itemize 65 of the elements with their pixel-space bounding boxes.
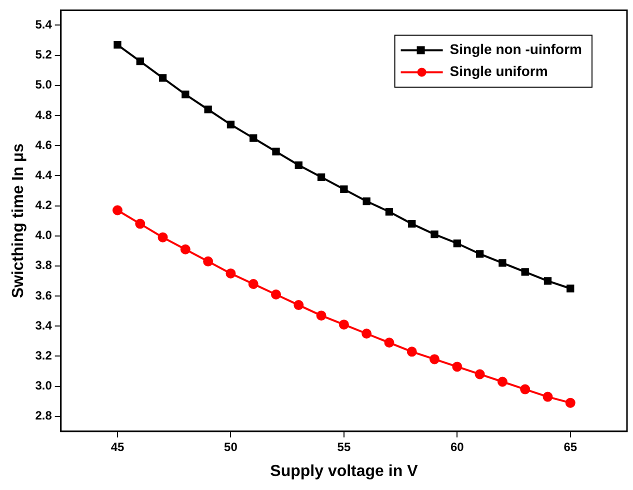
point [430,230,438,238]
y-axis-title: Swicthing time In μs [10,143,28,298]
point [566,284,574,292]
point [226,120,235,128]
point [112,205,122,216]
point [316,310,326,321]
point [544,277,552,285]
point [271,290,282,300]
y-tick-label: 3.2 [35,348,52,362]
point [453,240,461,248]
point [385,208,394,216]
point [158,74,167,82]
y-tick-label: 3.0 [35,378,52,393]
y-tick-label: 3.8 [35,258,52,272]
point [248,278,258,289]
point [338,320,349,330]
x-tick-label: 55 [337,440,351,454]
y-tick-label: 5.0 [35,78,52,92]
y-tick-label: 5.2 [35,48,52,62]
y-tick-label: 4.2 [35,198,52,212]
point [565,398,576,408]
point [114,40,122,49]
point [497,376,508,387]
y-tick-label: 5.4 [35,18,52,32]
point [384,338,394,348]
point [204,106,212,114]
y-tick-label: 2.8 [35,408,52,423]
point [498,259,506,267]
point [362,197,370,206]
y-tick-label: 3.4 [35,318,52,332]
point [136,58,144,66]
point [474,369,485,380]
x-tick-label: 60 [450,440,464,454]
y-tick-label: 4.6 [35,138,52,152]
x-tick-label: 50 [224,440,238,454]
point [542,392,553,402]
point [250,134,258,142]
legend-label: Single non -uinform [450,41,582,58]
legend-label: Single uniform [450,63,548,80]
point [408,220,416,228]
point [158,232,168,242]
point [452,362,462,372]
x-tick-label: 45 [110,440,124,454]
point [317,173,326,182]
point [340,185,348,194]
y-tick-label: 4.8 [35,108,52,122]
point [476,250,484,258]
x-tick-label: 65 [564,440,578,454]
point [294,161,302,169]
y-tick-label: 4.0 [35,228,52,242]
point [430,354,440,364]
y-tick-label: 4.4 [35,168,52,182]
point [294,300,304,310]
point [362,328,372,339]
x-axis-title: Supply voltage in V [270,462,418,480]
point [180,244,190,254]
point [406,346,417,357]
point [272,148,280,156]
point [520,384,530,394]
point [226,268,236,278]
point [203,256,214,266]
point [182,90,190,98]
point [521,268,529,276]
y-tick-label: 3.6 [35,288,52,302]
point [135,218,146,229]
